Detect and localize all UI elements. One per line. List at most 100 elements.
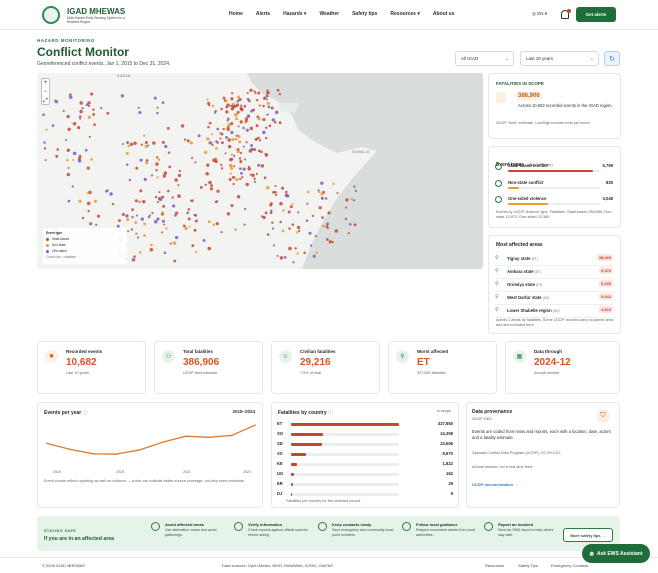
event-dot[interactable] bbox=[87, 104, 91, 108]
event-dot[interactable] bbox=[85, 103, 89, 107]
event-dot[interactable] bbox=[215, 200, 219, 204]
event-dot[interactable] bbox=[245, 128, 249, 132]
event-dot[interactable] bbox=[165, 227, 168, 230]
event-dot[interactable] bbox=[312, 254, 316, 258]
event-dot[interactable] bbox=[178, 169, 182, 172]
event-dot[interactable] bbox=[232, 175, 236, 179]
event-dot[interactable] bbox=[158, 191, 161, 194]
event-dot[interactable] bbox=[257, 117, 261, 121]
country-row[interactable]: SS 8,870 bbox=[277, 451, 453, 461]
area-row[interactable]: ⚲ Lower Shabelle region (SO) 4,523 bbox=[495, 305, 613, 318]
event-dot[interactable] bbox=[233, 154, 236, 158]
event-dot[interactable] bbox=[260, 150, 263, 154]
event-dot[interactable] bbox=[287, 210, 291, 214]
event-dot[interactable] bbox=[162, 174, 166, 178]
event-dot[interactable] bbox=[321, 216, 324, 219]
event-dot[interactable] bbox=[190, 199, 194, 203]
event-dot[interactable] bbox=[166, 126, 170, 130]
event-dot[interactable] bbox=[354, 189, 358, 193]
event-dot[interactable] bbox=[147, 144, 150, 147]
event-dot[interactable] bbox=[274, 184, 277, 188]
event-dot[interactable] bbox=[262, 118, 266, 122]
event-dot[interactable] bbox=[326, 222, 329, 226]
event-dot[interactable] bbox=[79, 117, 82, 120]
event-dot[interactable] bbox=[240, 106, 243, 110]
event-dot[interactable] bbox=[89, 222, 93, 226]
event-dot[interactable] bbox=[62, 109, 65, 112]
event-dot[interactable] bbox=[253, 180, 257, 183]
event-dot[interactable] bbox=[241, 176, 244, 179]
event-dot[interactable] bbox=[144, 144, 148, 149]
event-dot[interactable] bbox=[95, 223, 98, 226]
event-dot[interactable] bbox=[54, 99, 59, 104]
event-dot[interactable] bbox=[232, 105, 236, 109]
event-dot[interactable] bbox=[258, 139, 262, 142]
event-dot[interactable] bbox=[306, 202, 309, 205]
country-row[interactable]: ET 327,850 bbox=[277, 421, 453, 431]
event-dot[interactable] bbox=[72, 158, 75, 162]
event-dot[interactable] bbox=[147, 215, 151, 219]
event-dot[interactable] bbox=[250, 147, 254, 152]
event-dot[interactable] bbox=[212, 223, 215, 226]
event-dot[interactable] bbox=[344, 217, 348, 221]
event-dot[interactable] bbox=[86, 201, 91, 206]
event-dot[interactable] bbox=[143, 234, 146, 237]
event-type-row[interactable]: State-based conflict 6,799 bbox=[495, 163, 613, 179]
nav-resources[interactable]: Resources ▾ bbox=[390, 11, 420, 17]
event-dot[interactable] bbox=[138, 200, 141, 203]
event-dot[interactable] bbox=[276, 254, 279, 257]
event-dot[interactable] bbox=[216, 141, 219, 144]
event-dot[interactable] bbox=[133, 141, 137, 145]
event-dot[interactable] bbox=[268, 124, 272, 128]
event-dot[interactable] bbox=[238, 97, 242, 102]
event-dot[interactable] bbox=[43, 141, 46, 144]
event-dot[interactable] bbox=[156, 176, 159, 179]
event-dot[interactable] bbox=[163, 171, 168, 175]
event-dot[interactable] bbox=[156, 106, 159, 109]
event-dot[interactable] bbox=[228, 104, 232, 107]
event-dot[interactable] bbox=[322, 224, 325, 228]
event-dot[interactable] bbox=[262, 104, 265, 108]
event-dot[interactable] bbox=[187, 208, 191, 211]
event-dot[interactable] bbox=[236, 95, 240, 99]
event-dot[interactable] bbox=[296, 225, 301, 230]
event-dot[interactable] bbox=[173, 259, 177, 263]
event-dot[interactable] bbox=[93, 199, 97, 203]
event-dot[interactable] bbox=[43, 147, 47, 150]
event-dot[interactable] bbox=[234, 113, 238, 117]
event-dot[interactable] bbox=[202, 239, 206, 242]
event-dot[interactable] bbox=[309, 244, 313, 247]
nav-weather[interactable]: Weather bbox=[319, 11, 340, 17]
event-dot[interactable] bbox=[273, 190, 277, 194]
event-dot[interactable] bbox=[171, 196, 174, 199]
event-dot[interactable] bbox=[220, 107, 223, 111]
event-dot[interactable] bbox=[45, 128, 48, 131]
event-dot[interactable] bbox=[227, 144, 232, 149]
event-dot[interactable] bbox=[131, 216, 134, 219]
event-dot[interactable] bbox=[209, 187, 214, 191]
event-dot[interactable] bbox=[228, 163, 233, 168]
event-dot[interactable] bbox=[255, 98, 259, 102]
country-row[interactable]: SD 23,606 bbox=[277, 441, 453, 451]
event-dot[interactable] bbox=[204, 183, 207, 186]
event-dot[interactable] bbox=[207, 125, 210, 129]
event-dot[interactable] bbox=[262, 130, 266, 135]
event-dot[interactable] bbox=[163, 223, 166, 226]
event-dot[interactable] bbox=[243, 207, 247, 211]
zoom-out-button[interactable]: − bbox=[43, 89, 48, 95]
footer-link-resources[interactable]: Resources bbox=[485, 563, 505, 568]
event-dot[interactable] bbox=[266, 185, 270, 190]
event-dot[interactable] bbox=[55, 154, 59, 158]
event-dot[interactable] bbox=[111, 202, 115, 206]
event-dot[interactable] bbox=[279, 220, 282, 224]
event-dot[interactable] bbox=[243, 223, 246, 226]
event-dot[interactable] bbox=[220, 141, 224, 145]
event-dot[interactable] bbox=[87, 115, 91, 119]
event-dot[interactable] bbox=[130, 228, 134, 231]
event-dot[interactable] bbox=[208, 141, 212, 145]
event-dot[interactable] bbox=[184, 226, 188, 231]
event-dot[interactable] bbox=[51, 124, 55, 127]
event-dot[interactable] bbox=[136, 236, 140, 239]
bell-icon[interactable] bbox=[561, 10, 569, 19]
event-dot[interactable] bbox=[231, 137, 235, 142]
